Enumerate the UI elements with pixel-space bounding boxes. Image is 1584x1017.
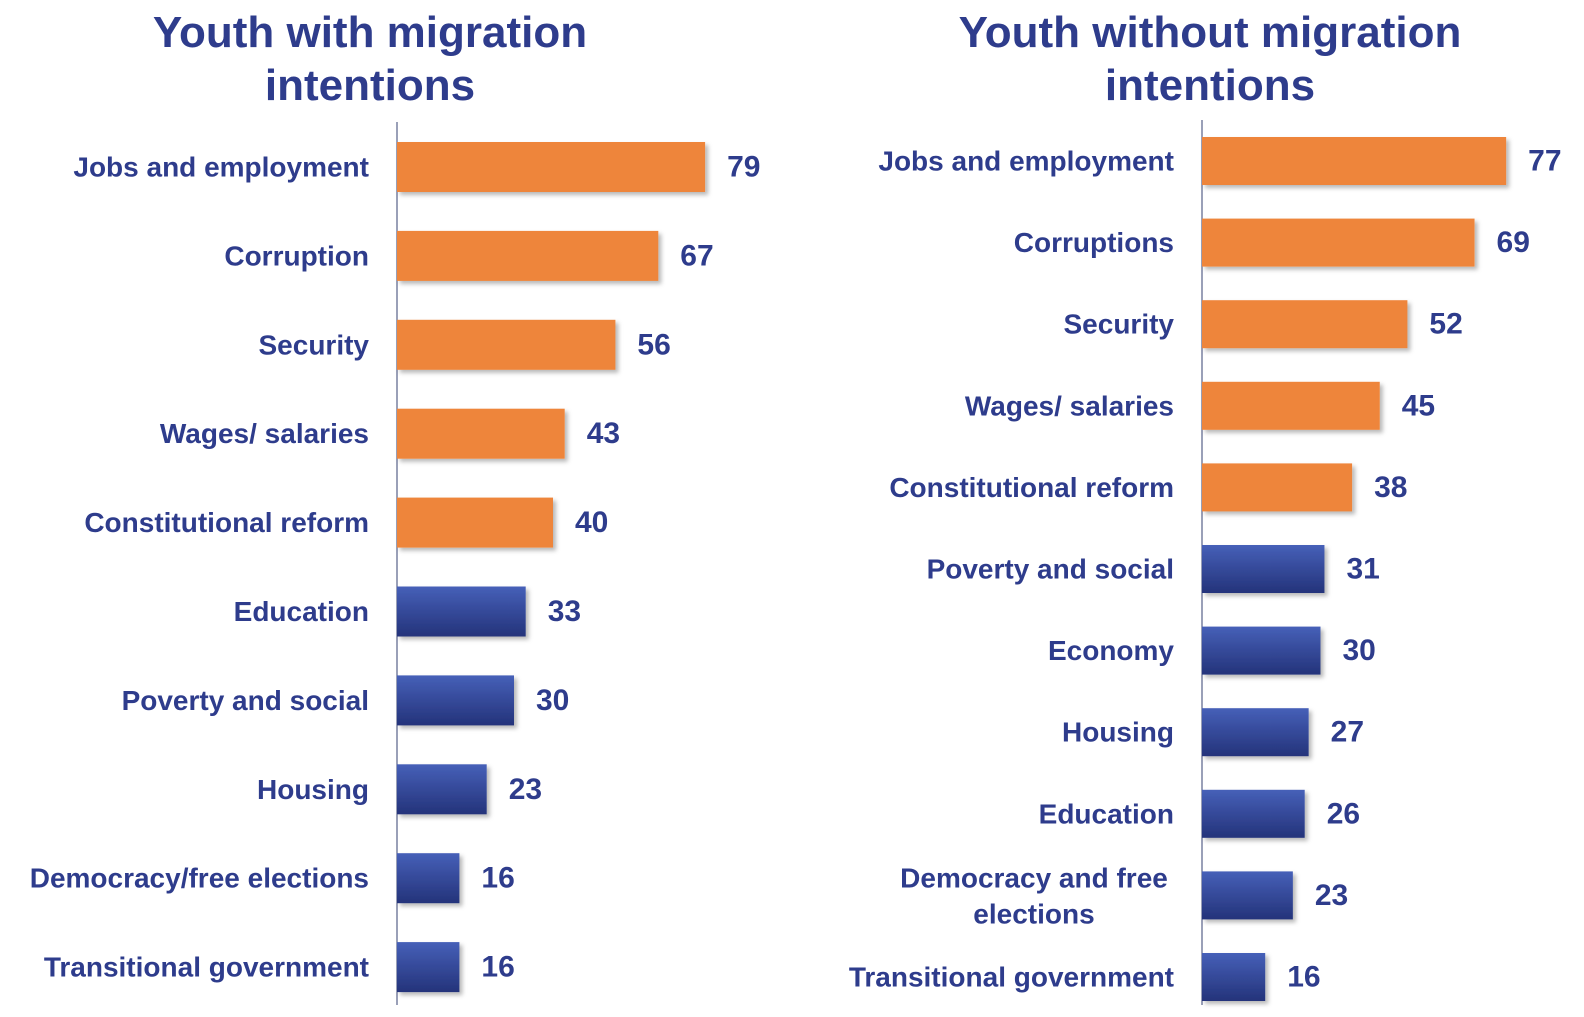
- bar-left-1: [397, 230, 659, 281]
- value-label-right-7: 27: [1331, 716, 1364, 749]
- category-label-left-7: Housing: [257, 774, 369, 805]
- category-label-right-8: Education: [1039, 798, 1174, 829]
- bar-right-5: [1202, 545, 1325, 593]
- category-label-right-5: Poverty and social: [927, 554, 1174, 585]
- category-label-left-9: Transitional government: [44, 952, 369, 983]
- bar-right-8: [1202, 789, 1305, 838]
- bar-left-2: [397, 319, 616, 370]
- category-label-left-8: Democracy/free elections: [30, 863, 369, 894]
- bar-right-4: [1202, 463, 1353, 512]
- bar-right-3: [1202, 381, 1380, 430]
- category-label-right-7: Housing: [1062, 717, 1174, 748]
- value-label-right-3: 45: [1402, 389, 1435, 422]
- value-label-right-2: 52: [1429, 308, 1462, 341]
- value-label-right-5: 31: [1346, 553, 1379, 586]
- bar-right-6: [1202, 626, 1321, 675]
- value-label-left-5: 33: [548, 595, 581, 628]
- bar-left-6: [397, 675, 514, 726]
- value-label-left-2: 56: [637, 328, 670, 361]
- category-label-right-3: Wages/ salaries: [965, 390, 1174, 421]
- category-label-left-2: Security: [259, 329, 370, 360]
- value-label-right-10: 16: [1287, 961, 1320, 994]
- category-label-right-9: Democracy and free elections: [900, 862, 1168, 929]
- value-label-right-0: 77: [1528, 145, 1561, 178]
- category-label-right-6: Economy: [1048, 635, 1174, 666]
- bar-right-0: [1202, 137, 1507, 185]
- category-label-right-0: Jobs and employment: [878, 146, 1174, 177]
- bar-left-8: [397, 853, 460, 904]
- value-label-left-9: 16: [481, 951, 514, 984]
- bar-right-1: [1202, 218, 1475, 267]
- category-label-right-1: Corruptions: [1014, 227, 1174, 258]
- value-label-left-3: 43: [587, 417, 620, 450]
- value-label-right-6: 30: [1343, 634, 1376, 667]
- category-label-left-6: Poverty and social: [122, 685, 369, 716]
- value-label-left-6: 30: [536, 684, 569, 717]
- chart-title-without-migration: Youth without migration intentions: [958, 8, 1462, 110]
- chart-with-migration: 79 Jobs and employment 67 Corruption 56 Secur…: [30, 122, 760, 1005]
- bar-left-7: [397, 764, 487, 815]
- value-label-left-1: 67: [680, 239, 713, 272]
- chart-without-migration: 77 Jobs and employment 69 Corruptions 52 Secu…: [849, 120, 1562, 1005]
- bar-right-2: [1202, 300, 1408, 349]
- category-label-left-3: Wages/ salaries: [160, 418, 369, 449]
- category-label-left-4: Constitutional reform: [84, 507, 369, 538]
- bar-right-7: [1202, 708, 1309, 757]
- category-label-left-0: Jobs and employment: [73, 152, 369, 183]
- category-label-left-5: Education: [234, 596, 369, 627]
- value-label-left-0: 79: [727, 151, 760, 184]
- bar-right-9: [1202, 871, 1293, 920]
- value-label-left-8: 16: [481, 862, 514, 895]
- value-label-right-9: 23: [1315, 879, 1348, 912]
- category-label-right-2: Security: [1064, 309, 1175, 340]
- category-label-left-1: Corruption: [224, 240, 369, 271]
- value-label-right-4: 38: [1374, 471, 1407, 504]
- chart-title-with-migration: Youth with migration intentions: [152, 8, 588, 110]
- bar-left-4: [397, 497, 553, 548]
- bar-left-9: [397, 942, 460, 993]
- category-label-right-10: Transitional government: [849, 962, 1174, 993]
- bar-left-0: [397, 142, 706, 192]
- category-label-right-4: Constitutional reform: [889, 472, 1174, 503]
- value-label-right-1: 69: [1497, 226, 1530, 259]
- value-label-left-7: 23: [509, 773, 542, 806]
- value-label-left-4: 40: [575, 506, 608, 539]
- bar-left-3: [397, 408, 565, 459]
- bar-right-10: [1202, 953, 1266, 1001]
- value-label-right-8: 26: [1327, 797, 1360, 830]
- bar-left-5: [397, 586, 526, 637]
